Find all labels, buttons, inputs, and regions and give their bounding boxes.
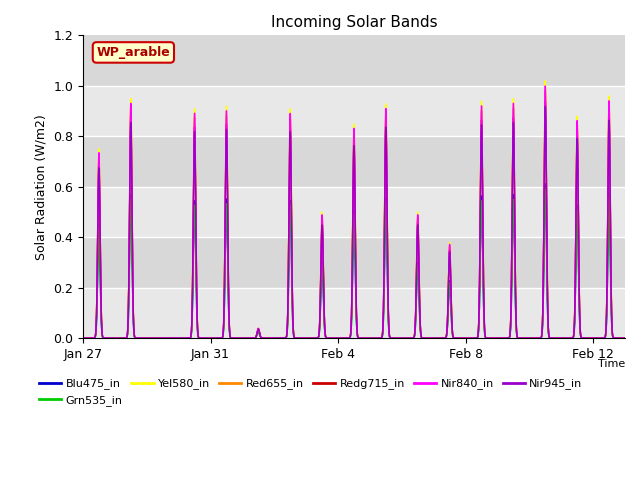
Text: WP_arable: WP_arable [97,46,170,59]
Bar [83,288,625,338]
Legend: Blu475_in, Grn535_in, Yel580_in, Red655_in, Redg715_in, Nir840_in, Nir945_in: Blu475_in, Grn535_in, Yel580_in, Red655_… [35,374,587,410]
Bar [83,136,625,187]
Bar [83,187,625,237]
Title: Incoming Solar Bands: Incoming Solar Bands [271,15,437,30]
Text: Time: Time [598,360,625,370]
Y-axis label: Solar Radiation (W/m2): Solar Radiation (W/m2) [35,114,48,260]
Bar [83,237,625,288]
Bar [83,86,625,136]
Bar [83,36,625,86]
